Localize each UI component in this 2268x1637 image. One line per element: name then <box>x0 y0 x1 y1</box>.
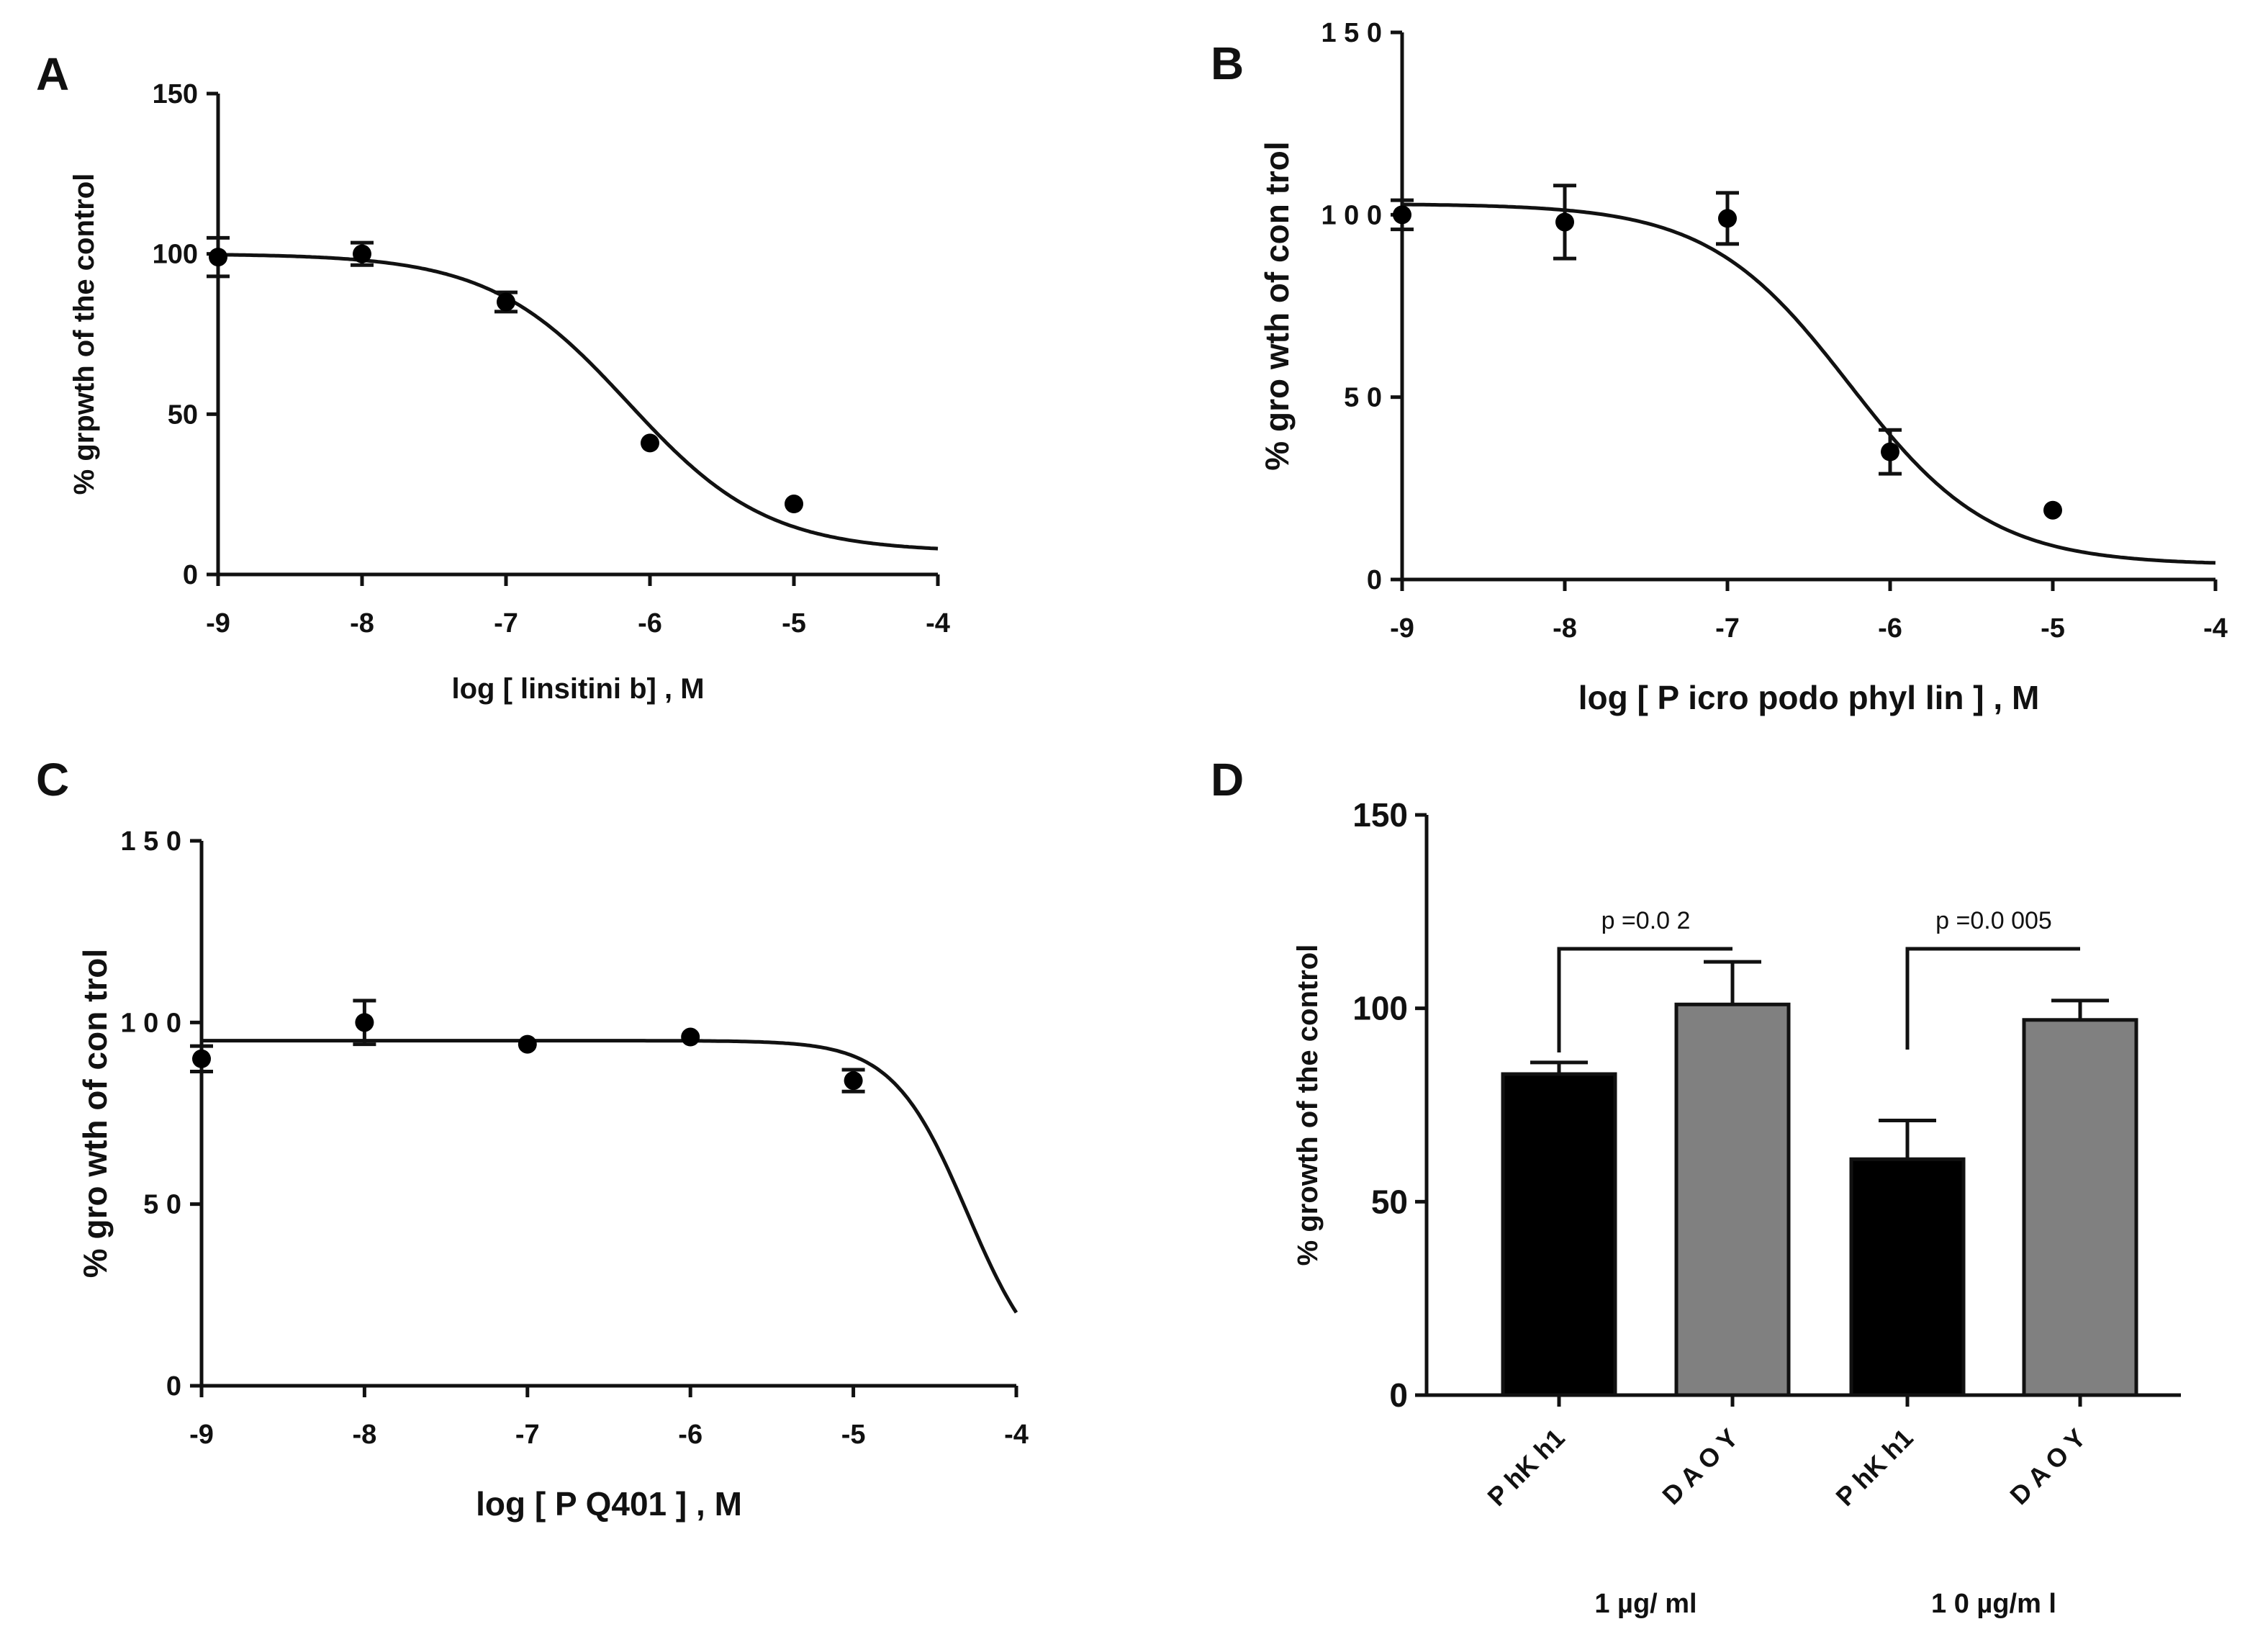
x-tick-label: -6 <box>678 1420 702 1450</box>
x-tick-label: -7 <box>1715 613 1740 644</box>
y-axis-label: % gro wth of con trol <box>1258 141 1296 470</box>
data-point <box>641 433 659 453</box>
data-point <box>192 1049 211 1068</box>
panel-letter-a: A <box>36 48 69 100</box>
y-axis-label: % gro wth of con trol <box>76 949 114 1278</box>
y-axis-label: % grpwth of the control <box>68 173 100 495</box>
x-category-label: P hK h1 <box>1830 1423 1918 1512</box>
x-category-label: P hK h1 <box>1481 1423 1570 1512</box>
x-tick-label: -6 <box>1878 613 1902 644</box>
x-category-label: D A O Y <box>1656 1423 1743 1510</box>
y-tick-label: 1 0 0 <box>120 1008 181 1038</box>
y-tick-label: 150 <box>1352 796 1408 834</box>
data-point <box>1393 205 1411 225</box>
data-point <box>2043 500 2062 520</box>
panel-b: B 0 5 0 1 0 0 1 5 0 -9 -8 -7 -6 -5 -4 log [ P icro … <box>1211 18 2228 716</box>
y-tick-label: 5 0 <box>143 1190 181 1220</box>
p-value-label: p =0.0 005 <box>1935 907 2052 934</box>
x-tick-label: -8 <box>1553 613 1577 644</box>
y-tick-label: 0 <box>1367 565 1382 595</box>
bar <box>1501 1072 1617 1397</box>
data-point <box>355 1013 374 1032</box>
x-category-label: D A O Y <box>2004 1423 2091 1510</box>
bar <box>1849 1157 1966 1397</box>
fit-curve <box>1401 202 2216 565</box>
bar <box>1674 1002 1791 1397</box>
data-point <box>353 244 371 263</box>
x-tick-label: -7 <box>494 608 518 639</box>
error-bar <box>1704 960 1761 1005</box>
data-point <box>209 248 227 267</box>
panel-letter-c: C <box>36 754 69 806</box>
x-axis-label: log [ linsitini b] , M <box>451 673 704 705</box>
y-tick-label: 5 0 <box>1344 383 1382 413</box>
y-tick-label: 50 <box>168 400 198 430</box>
y-tick-label: 0 <box>166 1371 181 1402</box>
significance-bracket <box>1905 947 2080 1050</box>
panel-a: A 0 50 100 150 -9 -8 -7 -6 -5 -4 log [ linsitini b]… <box>36 48 950 705</box>
data-point <box>844 1071 863 1091</box>
fit-curve <box>202 1039 1018 1314</box>
data-point <box>1555 212 1574 232</box>
y-axis-label: % growth of the control <box>1292 944 1324 1266</box>
significance-bracket <box>1557 947 1732 1052</box>
x-tick-label: -4 <box>2203 613 2228 644</box>
group-label: 1 0 µg/m l <box>1931 1589 2056 1619</box>
data-point <box>681 1027 700 1047</box>
x-tick-label: -4 <box>1004 1420 1029 1450</box>
panel-letter-d: D <box>1211 754 1244 806</box>
x-axis-label: log [ P icro podo phyl lin ] , M <box>1578 679 2040 716</box>
x-tick-label: -4 <box>926 608 950 639</box>
panel-d: D 0 50 100 150 % growth of the control P hK h1… <box>1211 754 2181 1619</box>
panel-letter-b: B <box>1211 37 1244 89</box>
x-tick-label: -8 <box>353 1420 377 1450</box>
x-axis-label: log [ P Q401 ] , M <box>476 1485 742 1523</box>
x-tick-label: -5 <box>841 1420 866 1450</box>
error-bar <box>2051 998 2109 1020</box>
x-tick-label: -6 <box>638 608 662 639</box>
y-tick-label: 0 <box>183 560 198 590</box>
y-tick-label: 1 5 0 <box>120 826 181 857</box>
error-bar <box>1530 1060 1588 1075</box>
x-tick-label: -9 <box>1390 613 1414 644</box>
x-tick-label: -5 <box>782 608 806 639</box>
x-tick-label: -9 <box>189 1420 214 1450</box>
group-label: 1 µg/ ml <box>1594 1589 1697 1619</box>
y-tick-label: 100 <box>153 240 198 270</box>
y-tick-label: 1 0 0 <box>1321 200 1382 230</box>
bar <box>2022 1018 2138 1397</box>
data-point <box>518 1034 537 1054</box>
data-point <box>1881 442 1899 461</box>
data-point <box>1718 209 1737 228</box>
data-point <box>497 292 515 312</box>
fit-curve <box>218 253 939 551</box>
y-tick-label: 150 <box>153 79 198 109</box>
panel-c: C 0 5 0 1 0 0 1 5 0 -9 -8 -7 -6 -5 -4 log [ P Q401 … <box>36 754 1029 1523</box>
x-tick-label: -7 <box>515 1420 540 1450</box>
y-tick-label: 1 5 0 <box>1321 18 1382 48</box>
y-tick-label: 0 <box>1389 1376 1408 1414</box>
x-tick-label: -9 <box>206 608 230 639</box>
x-tick-label: -5 <box>2041 613 2065 644</box>
y-tick-label: 100 <box>1352 990 1408 1027</box>
error-bar <box>1879 1118 1936 1160</box>
x-tick-label: -8 <box>350 608 374 639</box>
y-tick-label: 50 <box>1371 1183 1408 1220</box>
data-point <box>785 495 803 514</box>
p-value-label: p =0.0 2 <box>1601 907 1691 934</box>
